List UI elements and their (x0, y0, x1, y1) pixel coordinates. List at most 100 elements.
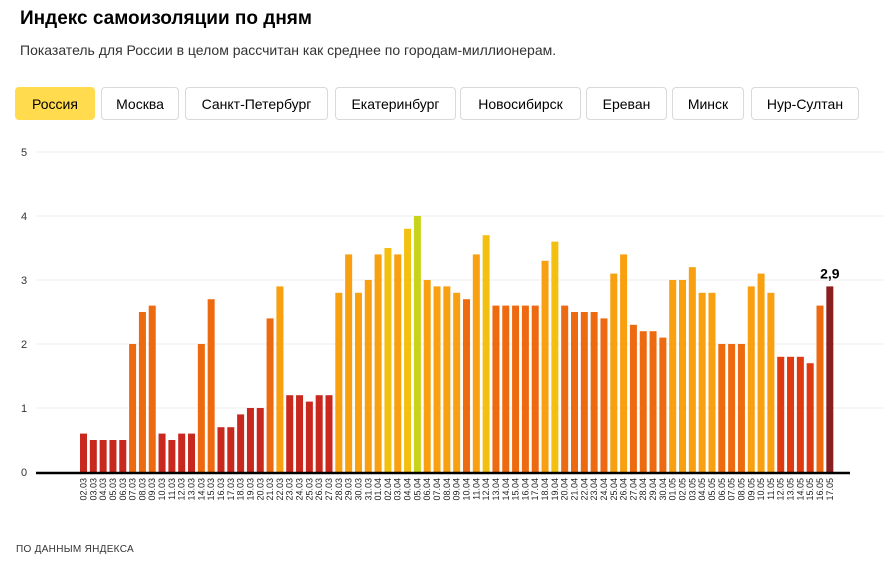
bar (158, 433, 166, 472)
bar (600, 318, 608, 472)
bar (669, 280, 677, 472)
x-tick-label: 17.04 (530, 478, 540, 501)
x-tick-label: 02.04 (383, 478, 393, 501)
bar (129, 344, 137, 472)
tab-minsk[interactable]: Минск (672, 87, 744, 120)
x-tick-label: 16.03 (216, 478, 226, 501)
bar (354, 292, 362, 472)
x-tick-label: 27.03 (324, 478, 334, 501)
bar (384, 248, 392, 472)
bar (502, 305, 510, 472)
x-tick-label: 05.04 (412, 478, 422, 501)
bar (629, 324, 637, 472)
y-tick-label: 5 (21, 147, 27, 159)
x-tick-label: 08.03 (137, 478, 147, 501)
bar (806, 363, 814, 472)
bar (178, 433, 186, 472)
bar (89, 440, 97, 472)
bar (138, 312, 146, 472)
bar (345, 254, 353, 472)
x-tick-label: 06.04 (422, 478, 432, 501)
tab-nur-sultan[interactable]: Нур-Султан (751, 87, 859, 120)
x-tick-label: 02.05 (678, 478, 688, 501)
tab-moscow[interactable]: Москва (101, 87, 179, 120)
bar (551, 241, 559, 472)
bar (531, 305, 539, 472)
bar (737, 344, 745, 472)
y-tick-label: 2 (21, 339, 27, 351)
bar (816, 305, 824, 472)
bar (246, 408, 254, 472)
bar (404, 228, 412, 472)
x-tick-label: 02.03 (79, 478, 89, 501)
tab-yerevan[interactable]: Ереван (586, 87, 667, 120)
tab-novosibirsk[interactable]: Новосибирск (460, 87, 581, 120)
tab-saint-petersburg[interactable]: Санкт-Петербург (185, 87, 328, 120)
x-tick-label: 23.04 (589, 478, 599, 501)
x-tick-label: 26.04 (619, 478, 629, 501)
x-tick-label: 11.04 (471, 478, 481, 500)
bar (639, 331, 647, 472)
bar (453, 292, 461, 472)
x-tick-label: 04.05 (697, 478, 707, 501)
x-tick-label: 29.04 (648, 478, 658, 501)
bar (698, 292, 706, 472)
bar (276, 286, 284, 472)
bar (610, 273, 618, 472)
x-tick-label: 19.04 (550, 478, 560, 501)
chart-subtitle: Показатель для России в целом рассчитан … (20, 42, 557, 58)
x-tick-label: 21.03 (265, 478, 275, 501)
x-tick-label: 09.03 (147, 478, 157, 501)
x-tick-label: 08.04 (442, 478, 452, 501)
bar (826, 286, 834, 472)
bar (266, 318, 274, 472)
bar (217, 427, 225, 472)
x-tick-label: 27.04 (628, 478, 638, 501)
bar (777, 356, 785, 472)
x-tick-label: 17.05 (825, 478, 835, 501)
bar (188, 433, 196, 472)
x-tick-label: 04.03 (98, 478, 108, 501)
x-tick-label: 14.04 (501, 478, 511, 501)
x-tick-label: 10.03 (157, 478, 167, 501)
x-tick-label: 07.03 (128, 478, 138, 501)
bar (541, 260, 549, 472)
bar (364, 280, 372, 472)
x-tick-label: 13.05 (786, 478, 796, 501)
chart-title: Индекс самоизоляции по дням (20, 8, 312, 29)
bar (325, 395, 333, 472)
bar (620, 254, 628, 472)
x-tick-label: 15.04 (511, 478, 521, 501)
bar (335, 292, 343, 472)
bar (492, 305, 500, 472)
x-tick-label: 14.05 (795, 478, 805, 501)
x-tick-label: 12.04 (481, 478, 491, 501)
bar (718, 344, 726, 472)
x-tick-label: 05.05 (707, 478, 717, 501)
bar (521, 305, 529, 472)
x-tick-label: 11.05 (766, 478, 776, 500)
bar (728, 344, 736, 472)
y-tick-label: 4 (21, 211, 27, 223)
x-tick-label: 20.04 (560, 478, 570, 501)
bar (148, 305, 156, 472)
x-tick-label: 13.04 (491, 478, 501, 501)
bar (197, 344, 205, 472)
x-tick-label: 20.03 (255, 478, 265, 501)
tab-yekaterinburg[interactable]: Екатеринбург (335, 87, 456, 120)
bar (305, 401, 313, 472)
x-tick-label: 03.05 (687, 478, 697, 501)
bar (433, 286, 441, 472)
data-source-note: ПО ДАННЫМ ЯНДЕКСА (16, 544, 134, 555)
bar (787, 356, 795, 472)
bar (688, 267, 696, 472)
bar (109, 440, 117, 472)
bar (482, 235, 490, 472)
x-tick-label: 01.04 (373, 478, 383, 501)
tab-russia[interactable]: Россия (15, 87, 95, 120)
x-tick-label: 09.05 (746, 478, 756, 501)
x-tick-label: 23.03 (285, 478, 295, 501)
x-tick-label: 25.03 (304, 478, 314, 501)
x-tick-label: 28.03 (334, 478, 344, 501)
